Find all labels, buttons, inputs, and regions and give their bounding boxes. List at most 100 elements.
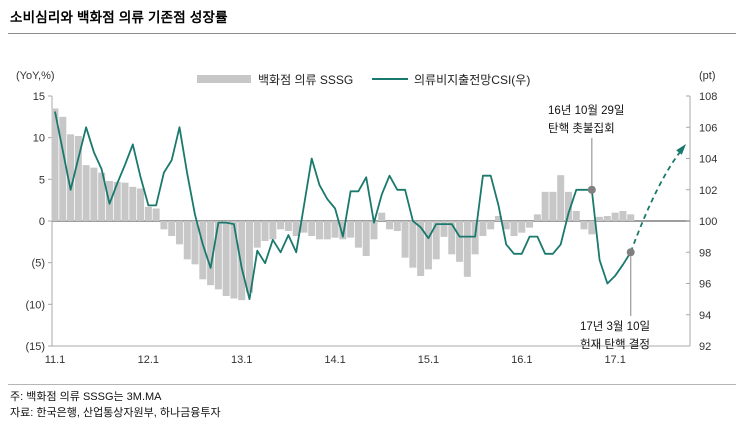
- x-axis-tick-label: 14.1: [324, 354, 345, 366]
- bar: [168, 221, 176, 236]
- bar: [191, 221, 199, 265]
- bar: [222, 221, 230, 296]
- bar: [74, 136, 82, 221]
- bar: [471, 221, 479, 255]
- bar-series: [51, 108, 635, 301]
- annotation-impeachment-ruling: 17년 3월 10일 헌재 탄핵 결정: [580, 319, 650, 351]
- right-axis-tick-label: 100: [699, 216, 717, 228]
- bar: [401, 221, 409, 258]
- left-axis-tick-label: 5: [39, 174, 45, 186]
- right-axis-tick-label: 108: [699, 91, 717, 103]
- bar: [362, 221, 370, 256]
- bar: [160, 221, 168, 230]
- bar: [417, 221, 425, 276]
- annotation-candlelight-rally: 16년 10월 29일 탄핵 촛불집회: [548, 103, 625, 135]
- bar: [246, 221, 253, 293]
- bar: [510, 221, 518, 236]
- bar: [284, 221, 292, 231]
- bar: [596, 216, 604, 221]
- bar: [300, 221, 308, 233]
- right-axis-tick-label: 96: [699, 279, 711, 291]
- right-axis-tick-label: 104: [699, 154, 717, 166]
- bar: [230, 221, 238, 299]
- page-title: 소비심리와 백화점 의류 기존점 성장률: [10, 10, 228, 25]
- bar: [448, 221, 456, 255]
- bar: [549, 191, 557, 221]
- bar: [572, 211, 580, 221]
- bar: [214, 221, 222, 290]
- legend-bar-label: 백화점 의류 SSSG: [258, 73, 353, 87]
- bar: [580, 221, 588, 230]
- bar: [59, 116, 67, 221]
- left-axis-tick-label: (5): [32, 258, 45, 270]
- bar: [603, 216, 611, 221]
- bar: [51, 108, 59, 221]
- bar: [331, 221, 339, 238]
- bar: [619, 211, 627, 221]
- bar: [557, 175, 565, 221]
- bar: [339, 221, 347, 240]
- bar: [479, 221, 487, 236]
- bar: [502, 221, 510, 230]
- forecast-arrowhead-icon: [676, 144, 686, 155]
- footnote-source: 자료: 한국은행, 산업통상자원부, 하나금융투자: [10, 406, 221, 419]
- right-axis-tick-label: 92: [699, 341, 711, 353]
- right-axis-tick-label: 106: [699, 122, 717, 134]
- bar: [588, 221, 596, 235]
- bar: [144, 206, 152, 221]
- bar: [137, 188, 145, 221]
- combo-chart: 15 10 5 0 (5) (10) (15) 108 106 104 102 100 98 96 94 92…: [16, 70, 717, 366]
- left-axis-tick-label: 15: [33, 91, 45, 103]
- bar: [238, 221, 246, 301]
- bar: [386, 221, 394, 230]
- annotation-dot-icon: [626, 248, 635, 257]
- bar: [90, 167, 98, 221]
- bar: [113, 181, 121, 221]
- x-axis-tick-label: 12.1: [138, 354, 159, 366]
- bar: [121, 182, 129, 221]
- bar: [175, 221, 183, 245]
- left-axis-tick-label: 10: [33, 133, 45, 145]
- bar: [129, 186, 137, 221]
- bar: [323, 221, 331, 240]
- title-divider: [8, 33, 736, 34]
- x-axis-tick-label: 11.1: [45, 354, 66, 366]
- bar: [82, 165, 90, 221]
- right-axis-tick-label: 98: [699, 247, 711, 259]
- bar: [316, 221, 324, 240]
- footnote-note: 주: 백화점 의류 SSSG는 3M.MA: [10, 391, 162, 403]
- legend: 백화점 의류 SSSG 의류비지출전망CSI(우): [197, 73, 530, 87]
- bar: [432, 221, 440, 260]
- chart-footnotes: 주: 백화점 의류 SSSG는 3M.MA 자료: 한국은행, 산업통상자원부,…: [8, 384, 736, 422]
- right-axis-tick-label: 94: [699, 310, 711, 322]
- annotation-rally-line2: 탄핵 촛불집회: [548, 122, 615, 135]
- bar: [409, 221, 417, 268]
- left-axis-tick-label: (15): [25, 341, 45, 353]
- bar: [269, 221, 277, 240]
- bar: [207, 221, 215, 286]
- x-axis-tick-label: 15.1: [418, 354, 439, 366]
- right-axis-unit-label: (pt): [699, 70, 716, 82]
- left-axis-tick-label: (10): [25, 299, 45, 311]
- annotation-ruling-line2: 헌재 탄핵 결정: [580, 338, 650, 351]
- annotation-ruling-line1: 17년 3월 10일: [580, 319, 650, 333]
- bar: [494, 216, 502, 221]
- bar: [564, 191, 572, 221]
- legend-bar-swatch: [197, 75, 251, 83]
- bar: [354, 221, 362, 248]
- legend-line-label: 의류비지출전망CSI(우): [414, 73, 530, 87]
- csi-line: [54, 111, 632, 301]
- x-axis-tick-label: 16.1: [511, 354, 532, 366]
- left-axis-unit-label: (YoY,%): [16, 70, 55, 82]
- x-axis-tick-label: 17.1: [604, 354, 625, 366]
- x-axis-tick-label: 13.1: [231, 354, 252, 366]
- bar: [67, 134, 75, 221]
- bar: [308, 221, 316, 236]
- bar: [393, 221, 401, 231]
- annotation-markers: [587, 138, 635, 316]
- bar: [463, 221, 471, 277]
- bar: [277, 221, 285, 230]
- bar: [347, 221, 355, 238]
- bar: [183, 221, 191, 260]
- bar: [541, 191, 549, 221]
